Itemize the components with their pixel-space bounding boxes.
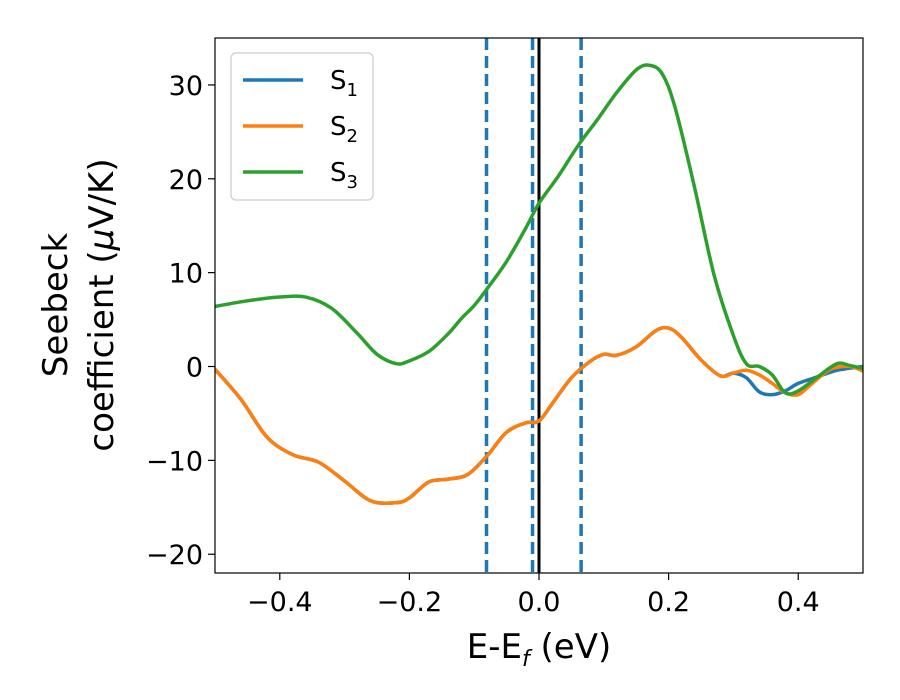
x-tick-label: 0.0 [518,587,561,618]
y-axis-ticks: −20 −10 0 10 20 30 [146,71,215,571]
x-axis-ticks: −0.4 −0.2 0.0 0.2 0.4 [247,573,820,618]
y-tick-label: −10 [146,446,203,477]
x-axis-label: E-Ef (eV) [467,627,612,672]
x-tick-label: −0.4 [247,587,313,618]
series-line-s2 [215,325,863,505]
y-axis-label-line1: Seebeck [36,233,76,378]
x-tick-label: 0.4 [777,587,820,618]
y-tick-label: −20 [146,540,203,571]
vertical-reference-lines [484,38,583,573]
y-tick-label: 0 [186,353,203,384]
x-tick-label: −0.2 [377,587,443,618]
legend: S1 S2 S3 [230,52,374,201]
y-axis-label-line2: coefficient (μV/K) [82,158,122,451]
x-tick-label: 0.2 [647,587,690,618]
series-line-s3 [215,63,863,396]
legend-label-s1: S1 [330,66,358,101]
legend-label-s2: S2 [330,112,358,147]
legend-label-s3: S3 [330,158,358,193]
series-lines [215,63,863,505]
y-tick-label: 10 [169,259,203,290]
y-tick-label: 20 [169,165,203,196]
y-tick-label: 30 [169,71,203,102]
